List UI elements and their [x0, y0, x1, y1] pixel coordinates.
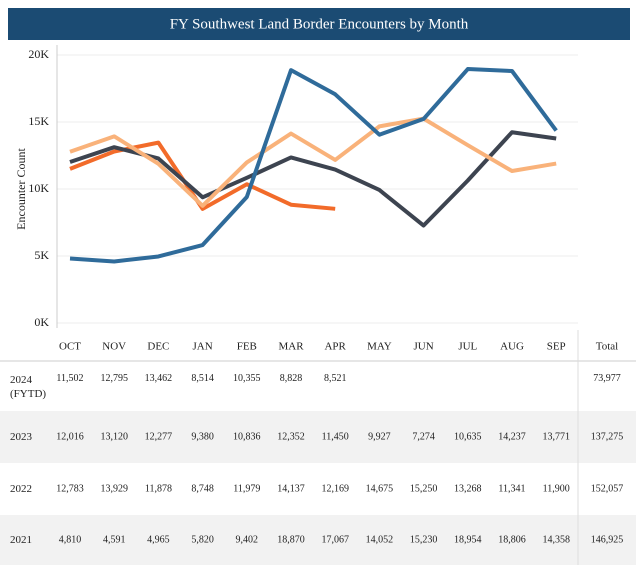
table-cell: 14,137 — [277, 483, 305, 494]
table-cell: 13,771 — [542, 431, 570, 442]
x-tick-label: OCT — [59, 341, 81, 353]
table-cell: 18,954 — [454, 534, 482, 545]
series-line — [69, 116, 557, 208]
table-cell: 7,274 — [412, 431, 435, 442]
table-cell: 13,120 — [100, 431, 128, 442]
table-cell: 11,979 — [233, 483, 260, 494]
y-axis-title: Encounter Count — [14, 148, 28, 230]
table-cell: 12,169 — [321, 483, 349, 494]
table-cell: 13,268 — [454, 483, 482, 494]
table-cell: 11,900 — [543, 483, 570, 494]
row-label: 2024 (FYTD) — [10, 373, 47, 400]
series-line — [69, 130, 557, 228]
y-tick-label: 10K — [28, 181, 49, 195]
x-tick-label: SEP — [547, 341, 566, 353]
table-cell: 5,820 — [191, 534, 214, 545]
series-line — [69, 140, 336, 211]
x-tick-label: JUL — [458, 341, 477, 353]
table-cell: 13,929 — [100, 483, 128, 494]
table-cell: 10,355 — [233, 373, 261, 384]
table-cell: 8,514 — [191, 373, 214, 384]
x-tick-label: MAR — [278, 341, 304, 353]
y-tick-label: 0K — [34, 315, 49, 329]
table-cell: 4,810 — [59, 534, 82, 545]
y-tick-label: 15K — [28, 114, 49, 128]
table-cell: 14,358 — [542, 534, 570, 545]
table-cell: 4,591 — [103, 534, 126, 545]
table-cell: 11,878 — [145, 483, 172, 494]
series-line — [69, 67, 558, 264]
x-tick-label: MAY — [367, 341, 392, 353]
title-bar — [8, 8, 630, 40]
table-total: 152,057 — [591, 483, 624, 494]
row-label: 2023 — [10, 431, 32, 443]
total-header: Total — [596, 341, 618, 353]
table-cell: 11,450 — [322, 431, 349, 442]
row-label: 2021 — [10, 534, 32, 546]
table-cell: 10,836 — [233, 431, 261, 442]
x-tick-label: DEC — [147, 341, 169, 353]
table-cell: 11,502 — [56, 373, 83, 384]
table-total: 146,925 — [591, 534, 624, 545]
table-cell: 13,462 — [145, 373, 173, 384]
table-cell: 10,635 — [454, 431, 482, 442]
table-total: 137,275 — [591, 431, 624, 442]
table-cell: 14,052 — [366, 534, 394, 545]
table-cell: 14,237 — [498, 431, 526, 442]
table-cell: 9,927 — [368, 431, 391, 442]
x-tick-label: NOV — [102, 341, 126, 353]
x-tick-label: APR — [324, 341, 346, 353]
row-label: 2022 — [10, 483, 32, 495]
x-tick-label: JAN — [193, 341, 213, 353]
table-cell: 11,341 — [498, 483, 525, 494]
table-cell: 9,380 — [191, 431, 214, 442]
x-tick-label: FEB — [237, 341, 257, 353]
table-total: 73,977 — [593, 373, 621, 384]
table-cell: 18,806 — [498, 534, 526, 545]
row-background — [0, 411, 636, 463]
table-cell: 18,870 — [277, 534, 305, 545]
table-cell: 15,250 — [410, 483, 438, 494]
table-cell: 12,795 — [100, 373, 128, 384]
x-tick-label: AUG — [500, 341, 524, 353]
table-cell: 9,402 — [236, 534, 259, 545]
y-tick-label: 5K — [34, 248, 49, 262]
table-cell: 4,965 — [147, 534, 170, 545]
table-cell: 12,783 — [56, 483, 84, 494]
chart-title: FY Southwest Land Border Encounters by M… — [170, 16, 469, 32]
table-cell: 8,521 — [324, 373, 347, 384]
x-tick-label: JUN — [414, 341, 434, 353]
table-cell: 14,675 — [366, 483, 394, 494]
row-background — [0, 515, 636, 565]
table-cell: 12,016 — [56, 431, 84, 442]
table-cell: 15,230 — [410, 534, 438, 545]
table-cell: 8,748 — [191, 483, 214, 494]
table-cell: 12,277 — [145, 431, 173, 442]
table-cell: 8,828 — [280, 373, 303, 384]
y-tick-label: 20K — [28, 47, 49, 61]
table-cell: 17,067 — [321, 534, 349, 545]
table-cell: 12,352 — [277, 431, 305, 442]
